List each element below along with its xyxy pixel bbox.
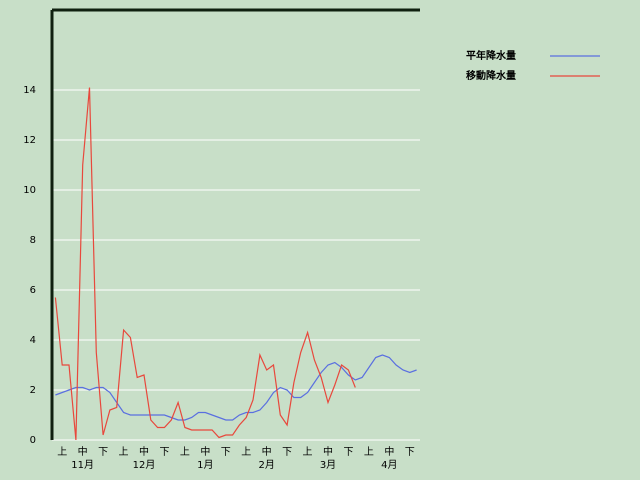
x-tick-label: 中 bbox=[384, 445, 394, 458]
x-tick-label: 下 bbox=[405, 447, 415, 458]
x-tick-label: 下 bbox=[343, 447, 353, 458]
series-line bbox=[55, 354, 417, 421]
x-tick-label: 下 bbox=[98, 447, 108, 458]
month-label: 2月 bbox=[258, 459, 274, 471]
y-tick-label: 6 bbox=[30, 285, 36, 296]
y-tick-label: 12 bbox=[23, 135, 36, 146]
y-tick-label: 14 bbox=[23, 85, 36, 96]
x-tick-label: 上 bbox=[241, 446, 251, 458]
x-tick-label: 中 bbox=[323, 445, 333, 458]
legend-label: 移動降水量 bbox=[466, 69, 516, 82]
y-tick-label: 8 bbox=[30, 235, 36, 246]
x-tick-label: 下 bbox=[159, 447, 169, 458]
x-tick-label: 中 bbox=[78, 445, 88, 458]
month-label: 4月 bbox=[381, 459, 397, 471]
y-tick-label: 2 bbox=[30, 385, 36, 396]
y-tick-label: 0 bbox=[30, 435, 36, 446]
x-tick-label: 上 bbox=[57, 446, 67, 458]
x-tick-label: 中 bbox=[262, 445, 272, 458]
month-label: 11月 bbox=[71, 459, 94, 471]
y-tick-label: 4 bbox=[30, 335, 36, 346]
legend-label: 平年降水量 bbox=[466, 49, 516, 62]
month-label: 12月 bbox=[133, 459, 156, 471]
x-tick-label: 上 bbox=[303, 446, 313, 458]
x-tick-label: 中 bbox=[200, 445, 210, 458]
y-tick-label: 10 bbox=[23, 185, 36, 196]
x-tick-label: 下 bbox=[221, 447, 231, 458]
series-line bbox=[54, 87, 356, 441]
month-label: 1月 bbox=[197, 459, 213, 471]
x-tick-label: 中 bbox=[139, 445, 149, 458]
x-tick-label: 上 bbox=[119, 446, 129, 458]
month-label: 3月 bbox=[320, 459, 336, 471]
x-tick-label: 上 bbox=[364, 446, 374, 458]
x-tick-label: 下 bbox=[282, 447, 292, 458]
x-tick-label: 上 bbox=[180, 446, 190, 458]
